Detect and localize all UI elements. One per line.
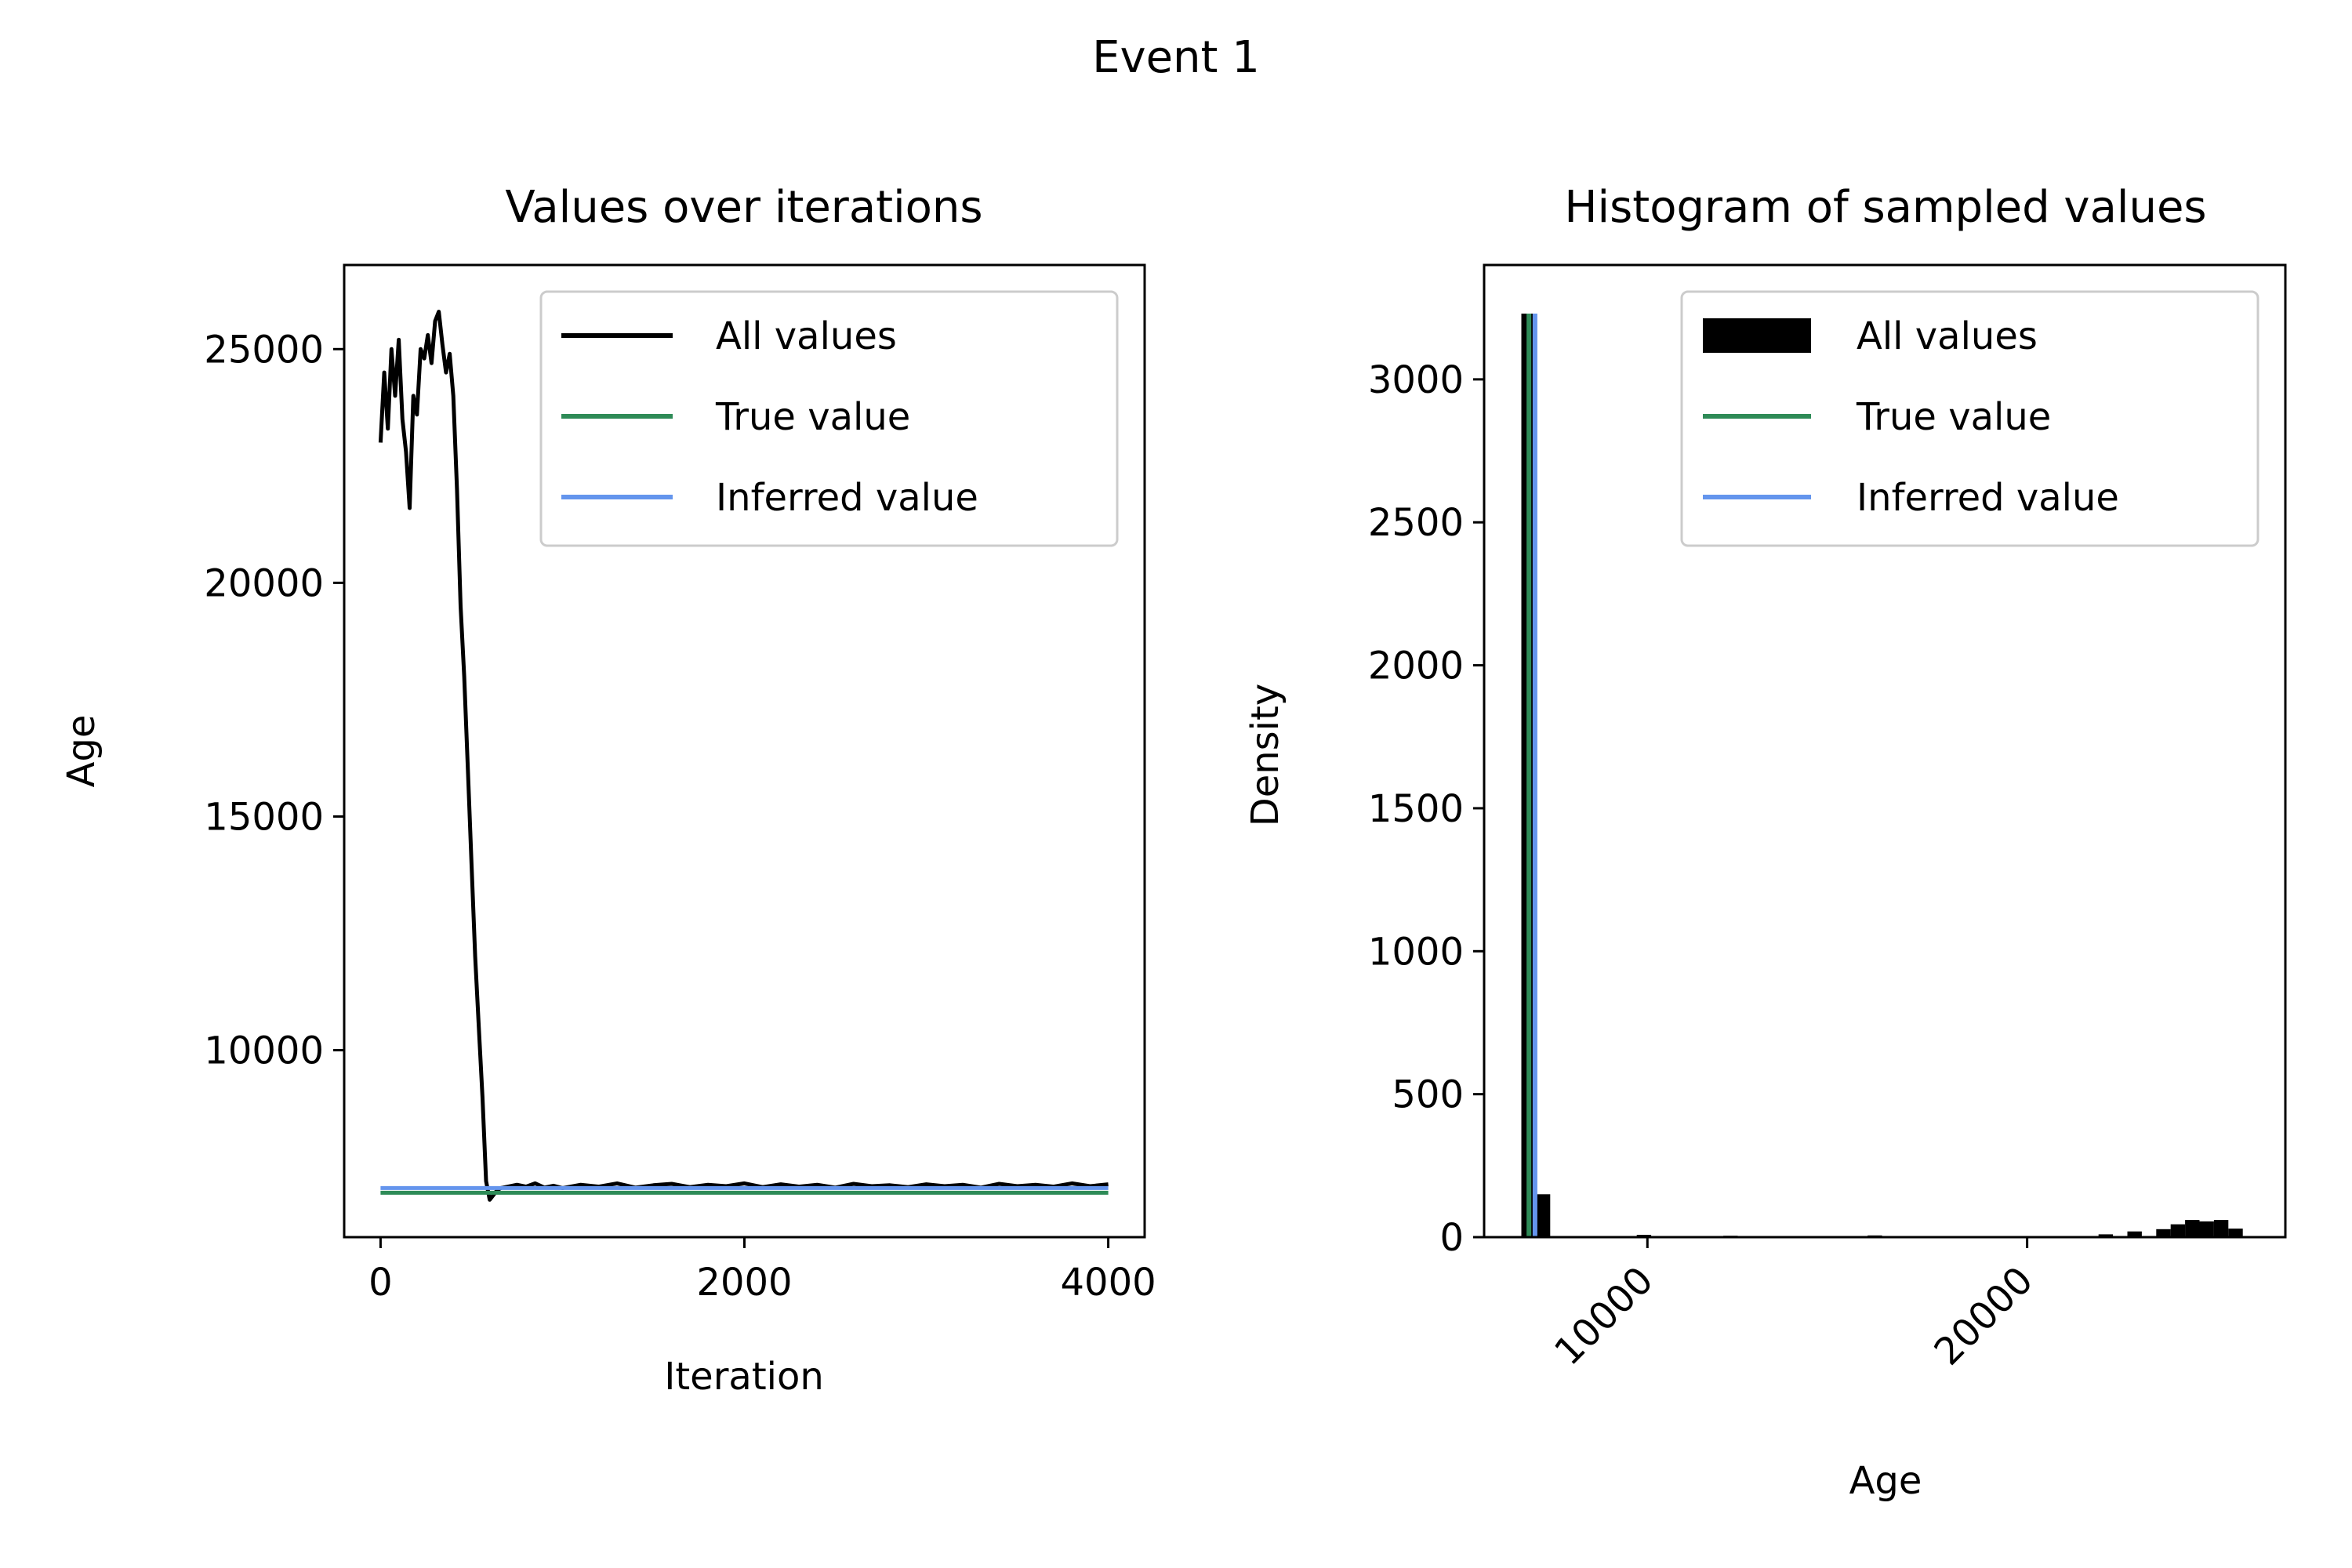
histogram-ytick-label: 0 xyxy=(1439,1216,1464,1260)
trace-ytick-label: 25000 xyxy=(204,328,324,372)
histogram-bar xyxy=(2156,1229,2171,1237)
histogram-xtick-label: 10000 xyxy=(1546,1258,1662,1374)
figure-suptitle: Event 1 xyxy=(1092,32,1260,83)
histogram-ytick-label: 1000 xyxy=(1368,930,1464,974)
histogram-title: Histogram of sampled values xyxy=(1564,182,2206,233)
histogram-ytick-label: 1500 xyxy=(1368,787,1464,831)
histogram-ytick-label: 500 xyxy=(1392,1073,1464,1117)
histogram-series-group xyxy=(1521,314,2243,1237)
histogram-ytick-label: 2000 xyxy=(1368,644,1464,688)
trace-ytick-label: 20000 xyxy=(204,561,324,605)
histogram-ytick-label: 3000 xyxy=(1368,358,1464,402)
histogram-bar xyxy=(2127,1231,2142,1237)
trace-panel: Values over iterations 0 2000 4000 10000 150… xyxy=(60,182,1156,1399)
histogram-bar xyxy=(2098,1234,2114,1237)
histogram-legend-label: Inferred value xyxy=(1857,476,2119,520)
histogram-legend-label: All values xyxy=(1857,314,2038,358)
trace-xtick-label: 4000 xyxy=(1061,1261,1156,1305)
trace-legend: All values True value Inferred value xyxy=(539,290,1119,547)
histogram-legend-swatch-all-values xyxy=(1703,318,1811,353)
histogram-panel: Histogram of sampled values 10000 20000 0 5… xyxy=(1243,182,2287,1503)
histogram-bar xyxy=(1535,1194,1551,1237)
histogram-ylabel: Density xyxy=(1243,684,1287,826)
trace-ytick-label: 10000 xyxy=(204,1029,324,1073)
trace-series-group xyxy=(378,310,1109,1202)
histogram-bar xyxy=(2213,1220,2229,1237)
trace-legend-label: All values xyxy=(716,314,897,358)
histogram-bar xyxy=(2185,1220,2200,1237)
trace-line-all-values xyxy=(378,310,1109,1202)
trace-legend-box xyxy=(539,290,1119,547)
histogram-bar xyxy=(2170,1224,2186,1237)
histogram-legend-box xyxy=(1680,290,2259,547)
histogram-ytick-label: 2500 xyxy=(1368,501,1464,545)
trace-title: Values over iterations xyxy=(505,182,982,233)
histogram-plot-frame xyxy=(1483,263,2287,1239)
trace-xtick-label: 2000 xyxy=(696,1261,792,1305)
histogram-xtick-label: 20000 xyxy=(1926,1258,2042,1374)
histogram-legend: All values True value Inferred value xyxy=(1680,290,2259,547)
histogram-bar xyxy=(2199,1221,2214,1237)
trace-ylabel: Age xyxy=(60,715,103,788)
histogram-xlabel: Age xyxy=(1849,1459,1922,1503)
trace-axes: 0 2000 4000 10000 15000 20000 25000 xyxy=(204,328,1156,1305)
histogram-legend-label: True value xyxy=(1856,395,2051,439)
trace-xtick-label: 0 xyxy=(368,1261,393,1305)
trace-ytick-label: 15000 xyxy=(204,795,324,839)
trace-legend-label: Inferred value xyxy=(716,476,978,520)
histogram-bar xyxy=(2228,1229,2243,1237)
trace-plot-frame xyxy=(343,263,1146,1239)
trace-legend-label: True value xyxy=(715,395,910,439)
trace-xlabel: Iteration xyxy=(664,1355,824,1399)
